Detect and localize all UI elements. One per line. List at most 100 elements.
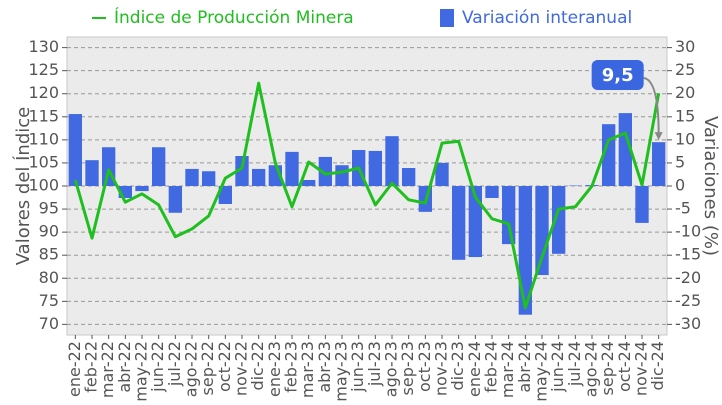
x-tick-label: dic-24 [648, 341, 667, 391]
bar [502, 186, 516, 245]
annotation-text: 9,5 [602, 65, 634, 86]
y-tick-label: 85 [39, 245, 59, 264]
x-tick-label: may-23 [332, 341, 351, 402]
bar [535, 186, 549, 276]
x-tick-label: sep-23 [398, 341, 417, 395]
x-tick-label: may-24 [532, 341, 551, 402]
y2-tick-label: 20 [675, 83, 695, 102]
y-axis-label: Valores del Índice [12, 107, 34, 265]
x-tick-label: nov-22 [232, 341, 251, 396]
y2-tick-label: -20 [675, 268, 701, 287]
x-tick-label: jul-23 [365, 341, 384, 387]
y-tick-label: 115 [28, 106, 59, 125]
annotation-arrowhead [654, 132, 663, 141]
x-tick-label: feb-23 [282, 341, 301, 393]
x-tick-label: mar-24 [498, 341, 517, 398]
y-tick-label: 110 [28, 129, 59, 148]
bar [218, 186, 232, 204]
x-tick-label: jul-24 [565, 341, 584, 387]
x-tick-label: mar-22 [98, 341, 117, 398]
y2-axis-label: Variaciones (%) [700, 116, 721, 256]
y2-tick-label: 10 [675, 129, 695, 148]
bar [118, 186, 132, 198]
y2-tick-label: -15 [675, 245, 701, 264]
legend-label: Variación interanual [462, 8, 632, 28]
x-tick-label: ene-23 [265, 341, 284, 397]
bar [152, 147, 166, 186]
y-tick-label: 105 [28, 152, 59, 171]
y-tick-label: 70 [39, 314, 59, 333]
bar [402, 168, 416, 186]
x-tick-label: nov-23 [432, 341, 451, 396]
x-tick-label: ago-22 [182, 341, 201, 397]
y-tick-label: 120 [28, 83, 59, 102]
bar [652, 142, 666, 186]
x-tick-label: feb-22 [82, 341, 101, 393]
x-tick-label: ene-24 [465, 341, 484, 397]
bar [235, 156, 249, 186]
x-tick-label: oct-22 [215, 341, 234, 392]
x-tick-label: dic-23 [448, 341, 467, 391]
x-tick-label: jun-22 [148, 341, 167, 393]
bar [618, 113, 632, 186]
bar [202, 171, 216, 186]
x-tick-label: ago-24 [582, 341, 601, 397]
y2-tick-label: 5 [675, 152, 685, 171]
x-tick-label: jun-23 [348, 341, 367, 393]
y-tick-label: 125 [28, 60, 59, 79]
bar [385, 136, 399, 186]
x-tick-label: feb-24 [482, 341, 501, 393]
bar [485, 186, 499, 198]
x-tick-label: may-22 [132, 341, 151, 402]
x-tick-label: jul-22 [165, 341, 184, 387]
x-tick-label: abr-22 [115, 341, 134, 393]
bar [185, 168, 199, 186]
bar [252, 168, 266, 186]
x-tick-label: ene-22 [65, 341, 84, 397]
y2-tick-label: 30 [675, 37, 695, 56]
y2-tick-label: -10 [675, 222, 701, 241]
bar [285, 151, 299, 186]
x-tick-label: dic-22 [248, 341, 267, 391]
y2-tick-label: 25 [675, 60, 695, 79]
x-tick-label: oct-23 [415, 341, 434, 392]
x-tick-label: nov-24 [632, 341, 651, 396]
y2-tick-label: -25 [675, 291, 701, 310]
y2-tick-label: 15 [675, 106, 695, 125]
bar [435, 162, 449, 186]
bar [518, 186, 532, 315]
bar [552, 186, 566, 254]
bar [452, 186, 466, 260]
y-tick-label: 130 [28, 37, 59, 56]
bar [135, 186, 149, 192]
annotation-box [591, 60, 644, 90]
legend-label: Índice de Producción Minera [114, 6, 354, 28]
y-tick-label: 100 [28, 176, 59, 195]
x-tick-label: ago-23 [382, 341, 401, 397]
x-tick-label: oct-24 [615, 341, 634, 392]
y2-tick-label: 0 [675, 176, 685, 195]
bar [85, 160, 99, 186]
y-tick-label: 80 [39, 268, 59, 287]
y2-tick-label: -30 [675, 314, 701, 333]
bar [318, 156, 332, 186]
y2-tick-label: -5 [675, 199, 691, 218]
bar [302, 180, 316, 186]
x-tick-label: jun-24 [548, 341, 567, 393]
bar [335, 165, 349, 186]
bar [168, 186, 182, 213]
bar [635, 186, 649, 223]
y-tick-label: 95 [39, 199, 59, 218]
x-tick-label: abr-23 [315, 341, 334, 393]
bar [68, 114, 82, 186]
line [73, 81, 661, 310]
y-tick-label: 75 [39, 291, 59, 310]
x-tick-label: sep-22 [198, 341, 217, 395]
bar [368, 150, 382, 186]
x-tick-label: abr-24 [515, 341, 534, 393]
y-tick-label: 90 [39, 222, 59, 241]
x-tick-label: sep-24 [598, 341, 617, 395]
x-tick-label: mar-23 [298, 341, 317, 398]
annotation-arrow [643, 77, 660, 135]
